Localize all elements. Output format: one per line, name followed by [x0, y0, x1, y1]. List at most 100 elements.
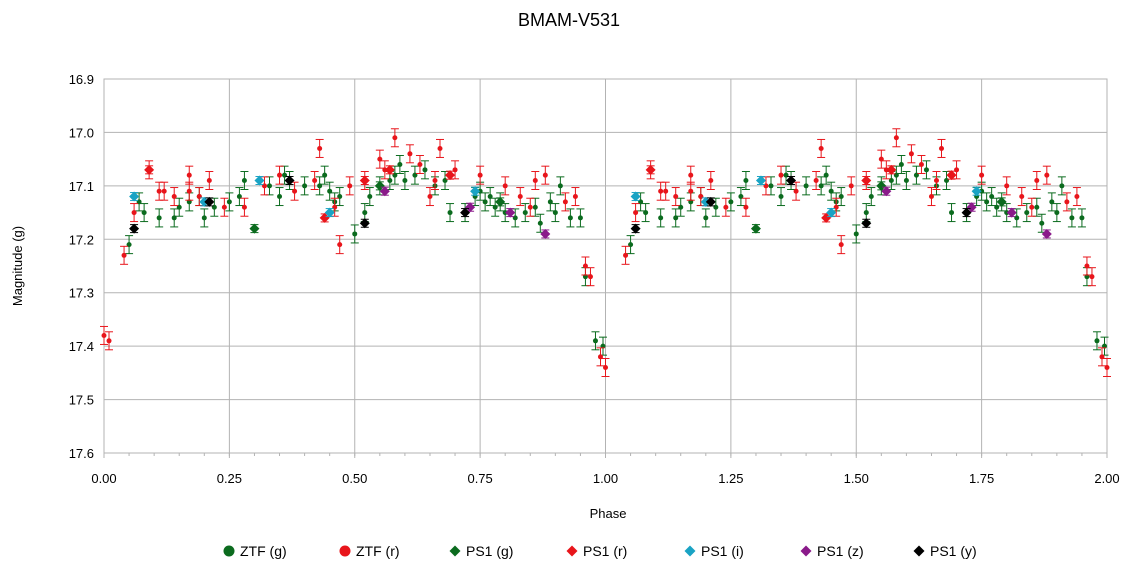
data-point	[984, 199, 990, 205]
data-point	[603, 365, 608, 371]
data-point	[477, 172, 483, 178]
data-point	[552, 210, 558, 216]
data-point	[417, 161, 423, 167]
data-point	[319, 212, 330, 223]
data-point	[445, 170, 456, 181]
data-point	[688, 172, 694, 178]
data-point	[743, 178, 749, 184]
data-point	[723, 204, 729, 210]
data-point	[522, 210, 528, 216]
data-point	[221, 204, 227, 210]
data-point	[101, 332, 107, 338]
data-point	[359, 218, 370, 229]
data-point	[382, 167, 388, 173]
data-point	[861, 218, 872, 229]
data-point	[755, 175, 766, 186]
data-point	[971, 186, 982, 197]
data-point	[876, 180, 887, 191]
legend-marker	[913, 545, 925, 557]
data-point	[587, 274, 593, 280]
data-point	[1079, 215, 1085, 221]
data-point	[633, 210, 639, 216]
x-tick-label: 0.25	[217, 471, 242, 486]
data-point	[908, 151, 914, 157]
series-4	[129, 175, 982, 218]
legend-marker	[566, 545, 578, 557]
data-point	[129, 191, 140, 202]
data-point	[918, 161, 924, 167]
series-6	[129, 175, 972, 234]
data-point	[630, 191, 641, 202]
legend-marker	[223, 545, 235, 557]
y-tick-label: 17.0	[69, 125, 94, 140]
data-point	[129, 223, 140, 234]
data-point	[502, 183, 508, 189]
data-point	[823, 172, 829, 178]
data-point	[402, 178, 408, 184]
data-point	[883, 167, 889, 173]
data-point	[961, 207, 972, 218]
data-point	[868, 194, 874, 200]
y-tick-label: 17.1	[69, 179, 94, 194]
data-point	[106, 338, 112, 344]
x-tick-label: 1.50	[844, 471, 869, 486]
series-2	[249, 180, 1007, 234]
data-point	[540, 228, 551, 239]
legend-marker	[684, 545, 696, 557]
data-point	[447, 210, 453, 216]
data-point	[786, 175, 797, 186]
data-point	[813, 178, 819, 184]
data-point	[703, 215, 709, 221]
data-point	[853, 231, 859, 237]
data-point	[532, 178, 538, 184]
data-point	[206, 178, 212, 184]
data-point	[898, 161, 904, 167]
data-point	[933, 178, 939, 184]
data-point	[577, 215, 583, 221]
data-point	[302, 183, 308, 189]
legend-label: ZTF (r)	[356, 543, 400, 559]
data-point	[939, 145, 945, 151]
data-point	[700, 196, 711, 207]
data-point	[465, 202, 476, 213]
x-axis-label: Phase	[590, 506, 627, 521]
data-point	[1034, 178, 1040, 184]
data-point	[201, 215, 207, 221]
data-point	[778, 194, 784, 200]
legend-label: PS1 (y)	[930, 543, 977, 559]
axis-ticks: 0.00 0.25 0.50 0.75 1.00 1.25 1.50 1.75 2.00 16.9…	[69, 72, 1120, 486]
data-point	[821, 212, 832, 223]
data-point	[141, 210, 147, 216]
legend-label: PS1 (i)	[701, 543, 744, 559]
data-point	[863, 210, 869, 216]
data-point	[838, 242, 844, 248]
legend: ZTF (g) ZTF (r) PS1 (g) PS1 (r) PS1 (i) PS1 (…	[223, 543, 977, 559]
x-tick-label: 0.00	[91, 471, 116, 486]
legend-label: PS1 (g)	[466, 543, 513, 559]
data-point	[254, 175, 265, 186]
data-point	[156, 215, 162, 221]
data-point	[928, 194, 934, 200]
data-point	[750, 223, 761, 234]
data-point	[949, 210, 955, 216]
data-points	[100, 128, 1111, 378]
data-point	[1004, 183, 1010, 189]
data-point	[886, 164, 897, 175]
data-point	[818, 145, 824, 151]
data-point	[630, 223, 641, 234]
data-point	[658, 188, 664, 194]
data-point	[292, 188, 298, 194]
data-point	[427, 194, 433, 200]
data-point	[517, 194, 523, 200]
data-point	[1089, 274, 1095, 280]
legend-label: PS1 (r)	[583, 543, 627, 559]
data-point	[186, 188, 192, 194]
x-tick-label: 1.75	[969, 471, 994, 486]
data-point	[161, 188, 167, 194]
data-point	[1104, 365, 1110, 371]
legend-label: ZTF (g)	[240, 543, 287, 559]
data-point	[663, 188, 669, 194]
y-axis-label: Magnitude (g)	[10, 226, 25, 306]
series-1	[100, 128, 1111, 378]
